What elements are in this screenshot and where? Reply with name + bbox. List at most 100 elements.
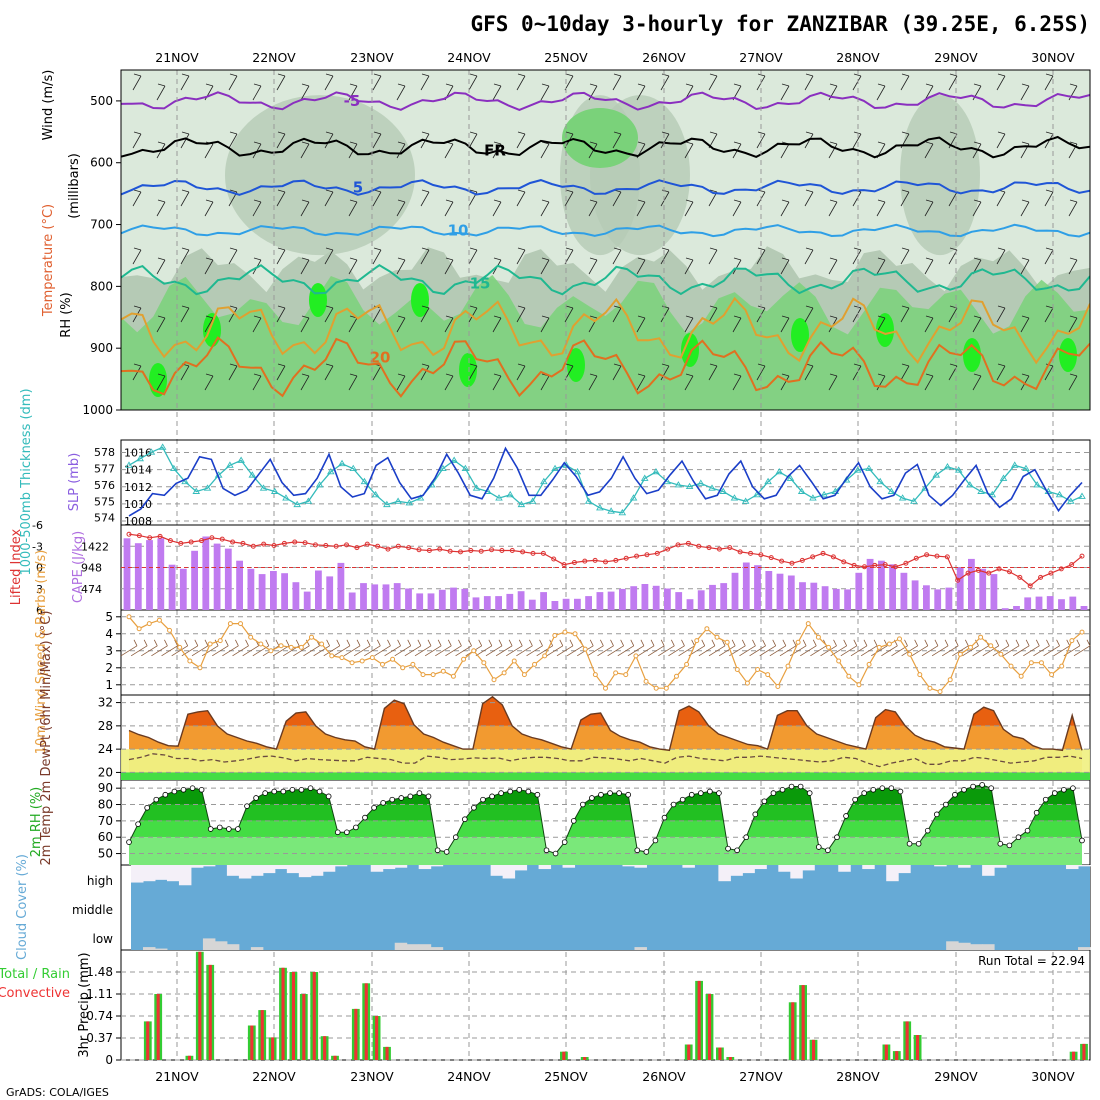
thickness-point xyxy=(954,466,963,473)
footer-credit: GrADS: COLA/IGES xyxy=(6,1086,109,1099)
thickness-point xyxy=(528,497,537,504)
wind-barb xyxy=(660,189,670,207)
rh-point xyxy=(144,804,150,811)
precip-convective-bar xyxy=(281,967,285,1060)
cloud-ylabel-wrap: Cloud Cover (%) xyxy=(15,854,30,960)
wind-speed-point xyxy=(846,673,852,679)
thickness-point xyxy=(820,490,828,498)
cloud-high-gap xyxy=(250,865,264,876)
rh-point xyxy=(180,787,187,793)
wind-barb xyxy=(300,373,310,391)
cape-bar xyxy=(427,593,435,610)
wind-barb xyxy=(276,73,286,91)
lifted-point xyxy=(292,539,298,545)
wind-barb-10m xyxy=(597,639,614,657)
wind-barb xyxy=(396,83,406,101)
rh-point xyxy=(307,785,314,791)
cape-bar xyxy=(315,570,322,610)
wind-barb xyxy=(804,131,814,149)
wind-barb-10m xyxy=(931,639,949,657)
thickness-point xyxy=(181,477,189,485)
lifted-point xyxy=(344,542,350,548)
rh-point xyxy=(334,829,341,836)
wind-barb-10m xyxy=(708,639,726,657)
cloud-high-gap xyxy=(754,865,767,870)
wind-speed-point xyxy=(511,658,517,664)
rh-point xyxy=(325,793,332,800)
cape-bar xyxy=(247,568,255,610)
cape-bar xyxy=(146,540,153,610)
lifted-point xyxy=(520,549,526,555)
wind-barb xyxy=(324,363,334,381)
lifted-point xyxy=(955,577,961,583)
cloud-low-bar xyxy=(982,944,995,950)
wind-barb xyxy=(204,257,214,275)
wind-barb-10m xyxy=(323,639,341,657)
cape-bar xyxy=(270,571,277,610)
wind-barb-10m xyxy=(718,639,736,657)
upper-ylabel-wind: Wind (m/s) xyxy=(41,70,56,141)
thickness-point xyxy=(573,467,582,475)
cloud-low-bar xyxy=(394,942,408,950)
rh-ylabel: 2m RH (%) xyxy=(29,787,44,858)
wind-speed-point xyxy=(167,627,173,633)
lifted-tick-label: -6 xyxy=(32,519,43,532)
rh-point xyxy=(471,804,477,811)
upper-ylabel-temp: Temperature (°C) xyxy=(41,204,56,317)
wind-barb xyxy=(324,305,334,323)
rh-point xyxy=(1024,827,1031,834)
wind-barb-10m xyxy=(749,639,766,657)
thickness-point xyxy=(506,490,514,498)
cape-bar xyxy=(450,587,457,610)
cloud-high-gap xyxy=(514,865,528,871)
thickness-point xyxy=(540,477,548,485)
cloud-high-gap xyxy=(862,865,875,870)
wind-speed-point xyxy=(582,646,588,652)
cape-bar xyxy=(1069,596,1077,610)
precip-convective-bar xyxy=(562,1051,566,1060)
wind-speed-point xyxy=(501,670,507,676)
rh-point xyxy=(570,818,577,824)
precip-convective-bar xyxy=(916,1035,920,1060)
thickness-point xyxy=(349,464,358,472)
wind-barb xyxy=(708,305,718,323)
cape-bar xyxy=(855,572,863,610)
wind-barb xyxy=(1068,373,1078,391)
wind-speed-point xyxy=(562,629,568,635)
cape-bar xyxy=(923,585,930,610)
isotherm-label: 15 xyxy=(470,274,491,292)
rh-point xyxy=(262,790,268,796)
wind-speed-point xyxy=(227,621,233,627)
thickness-point xyxy=(450,456,458,463)
rh-point xyxy=(1006,842,1013,849)
wind-speed-point xyxy=(917,672,923,678)
lifted-point xyxy=(965,570,971,576)
wind-speed-point xyxy=(450,673,456,679)
rh-point xyxy=(870,787,877,793)
cape-bar xyxy=(574,598,581,610)
wind-barb-10m xyxy=(424,639,442,657)
wind-speed-point xyxy=(197,665,203,671)
lifted-point xyxy=(271,543,277,549)
lifted-point xyxy=(385,546,391,552)
frame-wind xyxy=(120,609,1091,696)
cape-bar xyxy=(461,588,469,610)
wind-speed-point xyxy=(461,656,467,662)
rh-point xyxy=(371,804,377,811)
cape-bar xyxy=(652,585,660,610)
wind-barb xyxy=(156,373,166,391)
wind-barb-10m xyxy=(952,639,969,657)
wind-barb xyxy=(468,73,478,91)
precip-convective-bar xyxy=(687,1044,691,1060)
rh-point xyxy=(906,840,913,847)
wind-barb xyxy=(1020,257,1030,275)
lifted-point xyxy=(810,554,816,560)
wind-speed-point xyxy=(876,644,882,650)
lifted-point xyxy=(913,555,919,561)
lifted-point xyxy=(147,535,153,541)
wind-barb-10m xyxy=(353,639,371,657)
precip-convective-bar xyxy=(791,1002,795,1060)
precip-convective-bar xyxy=(187,1055,191,1060)
date-label-top: 30NOV xyxy=(1031,50,1075,65)
wind-barb-10m xyxy=(678,639,695,657)
